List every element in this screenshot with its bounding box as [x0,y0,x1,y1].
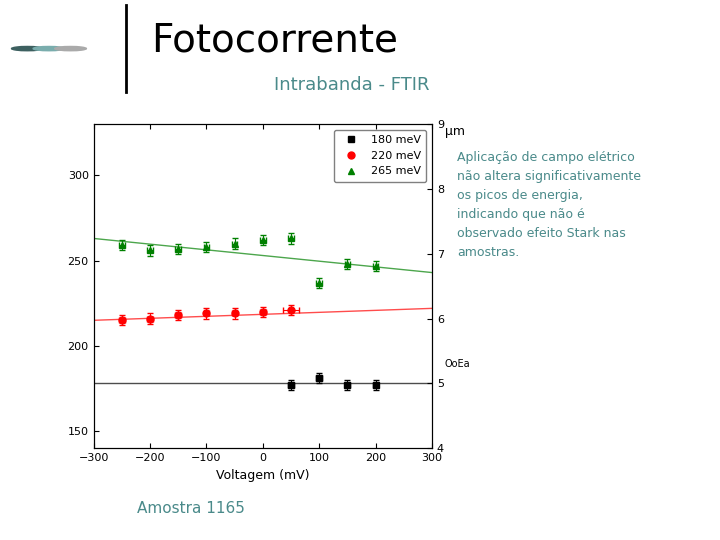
X-axis label: Voltagem (mV): Voltagem (mV) [216,469,310,482]
Circle shape [55,46,86,51]
Text: µm: µm [445,125,465,138]
Text: Intrabanda - FTIR: Intrabanda - FTIR [274,76,429,94]
Text: Amostra 1165: Amostra 1165 [137,501,245,516]
Legend: 180 meV, 220 meV, 265 meV: 180 meV, 220 meV, 265 meV [334,130,426,182]
Text: Fotocorrente: Fotocorrente [151,22,398,59]
Circle shape [33,46,65,51]
Text: Aplicação de campo elétrico
não altera significativamente
os picos de energia,
i: Aplicação de campo elétrico não altera s… [457,151,642,259]
Text: OoEa: OoEa [445,359,471,369]
Circle shape [12,46,43,51]
